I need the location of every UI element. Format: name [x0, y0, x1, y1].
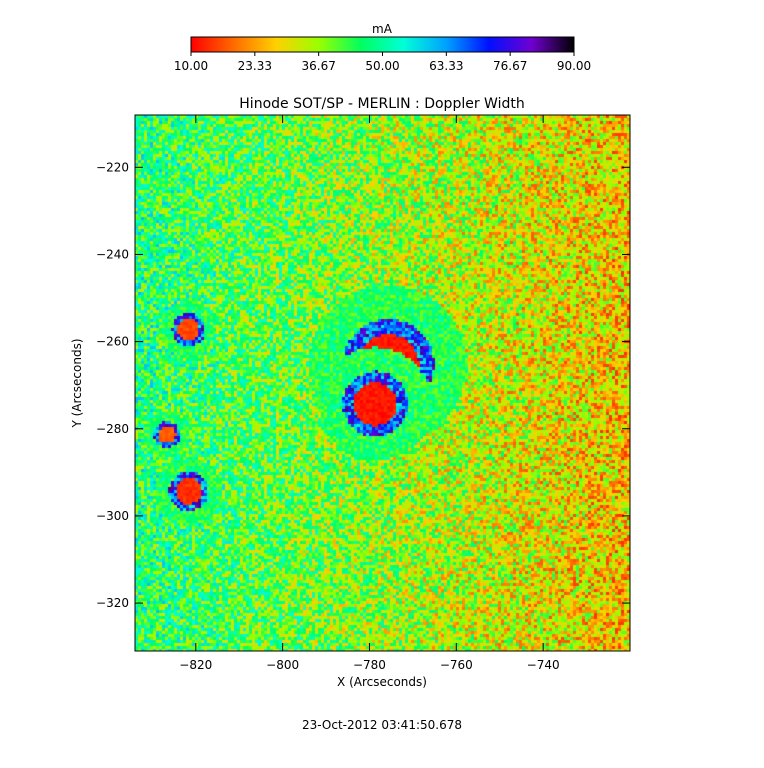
colorbar-tick-label: 23.33	[238, 59, 272, 73]
chart-title: Hinode SOT/SP - MERLIN : Doppler Width	[239, 96, 524, 112]
x-axis-label: X (Arcseconds)	[337, 675, 427, 689]
colorbar-tick-label: 36.67	[301, 59, 335, 73]
plot-frame	[134, 114, 631, 652]
x-tick-label: −760	[440, 658, 473, 672]
y-tick-label: −220	[96, 160, 129, 174]
y-tick-label: −260	[96, 335, 129, 349]
colorbar-tick-label: 90.00	[557, 59, 591, 73]
y-axis-label: Y (Arcseconds)	[70, 338, 84, 428]
colorbar-tick-label: 10.00	[174, 59, 208, 73]
y-tick-label: −240	[96, 247, 129, 261]
y-tick-label: −280	[96, 422, 129, 436]
colorbar-tick-label: 76.67	[493, 59, 527, 73]
y-tick-label: −320	[96, 596, 129, 610]
timestamp: 23-Oct-2012 03:41:50.678	[302, 718, 462, 732]
x-tick-label: −780	[353, 658, 386, 672]
x-tick-label: −740	[527, 658, 560, 672]
colorbar-gradient	[190, 36, 575, 53]
colorbar: mA 10.00 23.33 36.67 50.00 63.33 76.67 90.00	[174, 22, 591, 73]
colorbar-ticks: 10.00 23.33 36.67 50.00 63.33 76.67 90.00	[174, 52, 591, 73]
x-tick-label: −820	[179, 658, 212, 672]
x-axis: −820 −800 −780 −760 −740	[179, 115, 560, 672]
colorbar-label: mA	[372, 22, 393, 36]
heatmap-image	[135, 115, 630, 651]
colorbar-tick-label: 50.00	[365, 59, 399, 73]
y-tick-label: −300	[96, 509, 129, 523]
colorbar-tick-label: 63.33	[429, 59, 463, 73]
x-tick-label: −800	[266, 658, 299, 672]
y-axis: −220 −240 −260 −280 −300 −320	[96, 160, 630, 610]
plot-area: −820 −800 −780 −760 −740 −220 −240 −260 −280 −30…	[96, 114, 631, 672]
